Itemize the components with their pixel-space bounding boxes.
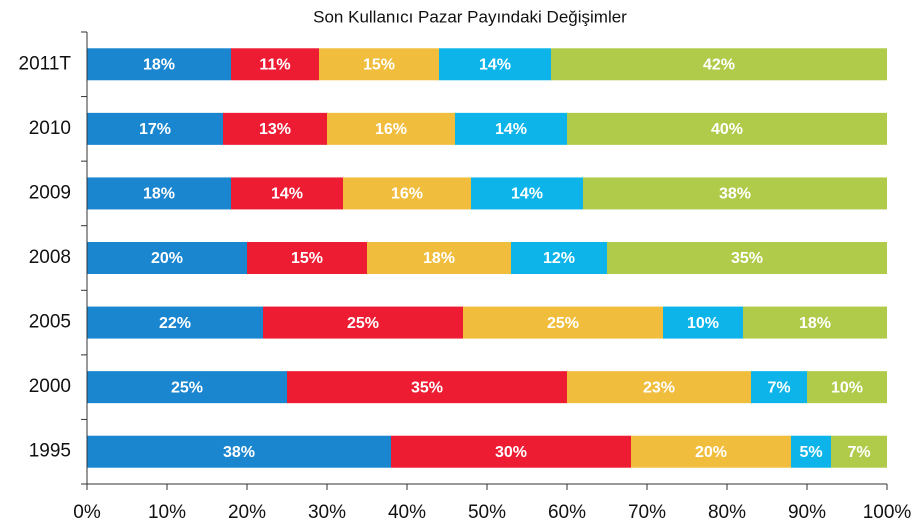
y-tick-label: 2005: [29, 312, 71, 333]
bar-segment: [247, 242, 367, 274]
value-label: 38%: [223, 444, 255, 461]
bar-segment: [87, 112, 223, 145]
value-label: 15%: [291, 250, 323, 267]
value-label: 40%: [711, 121, 743, 138]
x-tick-label: 20%: [228, 502, 266, 523]
bar-segment: [343, 177, 471, 210]
value-label: 38%: [719, 186, 751, 203]
bar-segment: [807, 371, 887, 404]
bar-segment: [231, 177, 343, 210]
bar-segment: [551, 48, 887, 81]
value-label: 20%: [151, 250, 183, 267]
y-tick-label: 1995: [29, 441, 71, 462]
bar-segment: [831, 435, 887, 468]
bar-segment: [87, 177, 231, 210]
value-label: 10%: [831, 379, 863, 396]
bar-segment: [751, 371, 807, 404]
value-label: 18%: [143, 57, 175, 74]
bar-segment: [87, 306, 263, 339]
value-label: 22%: [159, 315, 191, 332]
chart-title: Son Kullanıcı Pazar Payındaki Değişimler: [313, 7, 627, 26]
bar-segment: [791, 435, 831, 468]
x-tick-label: 50%: [468, 502, 506, 523]
bar-segment: [391, 435, 631, 468]
bar-segment: [607, 242, 887, 274]
bar-segment: [631, 435, 791, 468]
y-tick-label: 2000: [29, 376, 71, 397]
bar-segment: [87, 48, 231, 81]
value-label: 23%: [643, 379, 675, 396]
value-label: 11%: [259, 57, 290, 74]
bar-segment: [319, 48, 439, 81]
bar-segment: [471, 177, 583, 210]
bar-segment: [567, 112, 887, 145]
value-label: 14%: [479, 57, 511, 74]
bar-segment: [567, 371, 751, 404]
value-label: 16%: [391, 186, 423, 203]
bar-segment: [87, 371, 287, 404]
x-tick-label: 60%: [548, 502, 586, 523]
bar-segment: [367, 242, 511, 274]
y-tick-label: 2011T: [19, 53, 72, 74]
bar-segment: [287, 371, 567, 404]
bar-segment: [743, 306, 887, 339]
x-tick-label: 0%: [73, 502, 101, 523]
value-label: 30%: [495, 444, 527, 461]
value-label: 35%: [731, 250, 763, 267]
value-label: 14%: [511, 186, 543, 203]
bar-segment: [583, 177, 887, 210]
bar-segment: [327, 112, 455, 145]
value-label: 18%: [799, 315, 831, 332]
value-label: 25%: [547, 315, 579, 332]
bar-segment: [663, 306, 743, 339]
value-label: 10%: [687, 315, 719, 332]
bar-segment: [263, 306, 463, 339]
value-label: 20%: [695, 444, 727, 461]
bar-segment: [439, 48, 551, 81]
value-label: 15%: [363, 57, 395, 74]
value-label: 25%: [171, 379, 203, 396]
value-label: 42%: [703, 57, 735, 74]
bar-segment: [463, 306, 663, 339]
bar-segment: [231, 48, 319, 81]
value-label: 25%: [347, 315, 379, 332]
bar-segment: [87, 242, 247, 274]
value-label: 12%: [543, 250, 575, 267]
x-tick-label: 80%: [708, 502, 746, 523]
y-tick-label: 2009: [29, 182, 71, 203]
x-tick-label: 10%: [148, 502, 186, 523]
bar-segment: [511, 242, 607, 274]
value-label: 18%: [143, 186, 175, 203]
value-label: 14%: [495, 121, 527, 138]
value-label: 16%: [375, 121, 407, 138]
value-label: 5%: [799, 444, 822, 461]
value-label: 13%: [259, 121, 291, 138]
y-tick-label: 2008: [29, 247, 71, 268]
x-tick-label: 100%: [863, 502, 912, 523]
x-tick-label: 90%: [788, 502, 826, 523]
value-label: 14%: [271, 186, 303, 203]
x-tick-label: 40%: [388, 502, 426, 523]
value-label: 17%: [139, 121, 171, 138]
value-label: 7%: [767, 379, 790, 396]
x-tick-label: 70%: [628, 502, 666, 523]
bar-segment: [455, 112, 567, 145]
bar-segment: [87, 435, 391, 468]
value-label: 7%: [847, 444, 870, 461]
bar-segment: [223, 112, 327, 145]
value-label: 35%: [411, 379, 443, 396]
x-tick-label: 30%: [308, 502, 346, 523]
y-tick-label: 2010: [29, 118, 71, 139]
value-label: 18%: [423, 250, 455, 267]
